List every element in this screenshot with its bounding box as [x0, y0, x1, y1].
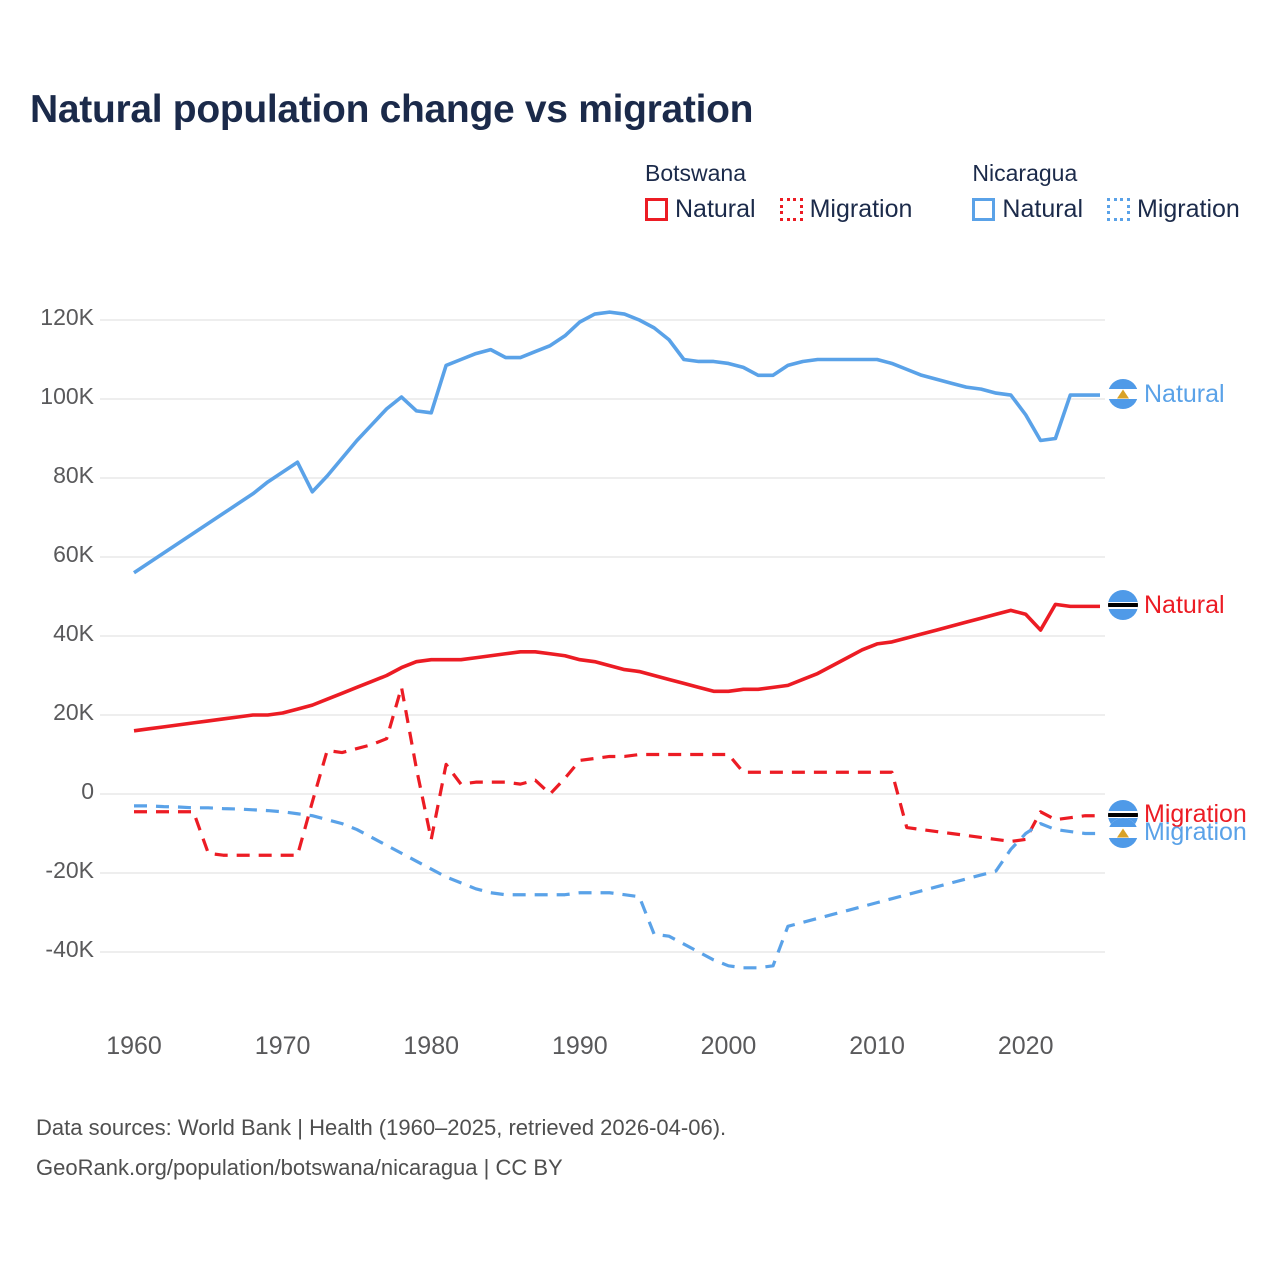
legend-item-nicaragua-migration[interactable]: Migration — [1107, 195, 1240, 224]
end-label-nicaragua-natural[interactable]: Natural — [1108, 379, 1225, 410]
legend-item-botswana-natural[interactable]: Natural — [645, 195, 756, 224]
x-tick-label: 1960 — [106, 1032, 162, 1060]
legend-swatch-solid-icon — [645, 198, 668, 221]
footer-attribution: GeoRank.org/population/botswana/nicaragu… — [36, 1155, 563, 1180]
x-tick-label: 1970 — [254, 1032, 311, 1060]
legend-swatch-dotted-icon — [1107, 198, 1131, 221]
legend-group-botswana: Botswana Natural Migration — [645, 160, 912, 224]
y-tick-label: 100K — [40, 383, 94, 409]
y-tick-label: -40K — [45, 936, 94, 962]
legend-item-label: Natural — [1002, 195, 1084, 223]
end-label-text: Natural — [1144, 590, 1225, 619]
y-tick-label: 40K — [53, 620, 94, 646]
x-tick-label: 1980 — [403, 1032, 460, 1060]
legend-item-label: Migration — [809, 195, 913, 223]
end-label-botswana-natural[interactable]: Natural — [1108, 590, 1225, 621]
legend-group-nicaragua: Nicaragua Natural Migration — [972, 160, 1240, 224]
chart-title: Natural population change vs migration — [30, 88, 754, 131]
legend-swatch-dotted-icon — [779, 198, 803, 221]
y-tick-label: -20K — [45, 857, 94, 883]
y-tick-label: 80K — [53, 462, 94, 488]
end-label-nicaragua-migration[interactable]: Migration — [1108, 817, 1247, 848]
botswana-flag-icon — [1108, 590, 1138, 621]
x-tick-label: 2010 — [849, 1032, 905, 1060]
y-tick-label: 0 — [81, 778, 94, 804]
nicaragua-flag-icon — [1108, 379, 1138, 410]
legend-country-label: Botswana — [645, 160, 747, 186]
end-label-text: Migration — [1144, 818, 1247, 846]
series-line-nicaragua-natural[interactable] — [133, 310, 1100, 575]
y-tick-label: 120K — [40, 304, 94, 330]
legend-item-botswana-migration[interactable]: Migration — [779, 195, 913, 224]
legend-item-label: Migration — [1137, 195, 1240, 223]
end-label-text: Natural — [1144, 379, 1225, 408]
x-tick-label: 2020 — [997, 1032, 1054, 1060]
y-tick-label: 20K — [53, 699, 94, 725]
y-tick-label: 60K — [53, 541, 94, 567]
end-label-text: Migration — [1144, 800, 1247, 829]
legend-item-nicaragua-natural[interactable]: Natural — [972, 195, 1083, 224]
x-tick-label: 2000 — [700, 1032, 757, 1060]
series-line-nicaragua-migration[interactable] — [134, 804, 1100, 970]
legend-swatch-solid-icon — [972, 198, 996, 221]
nicaragua-flag-icon — [1108, 817, 1138, 848]
series-line-botswana-natural[interactable] — [133, 602, 1100, 733]
chart-legend: Botswana Natural Migration Nicaragua Nat… — [645, 160, 1240, 224]
legend-country-label: Nicaragua — [972, 160, 1078, 186]
legend-item-label: Natural — [675, 195, 756, 223]
footer: Data sources: World Bank | Health (1960–… — [36, 1108, 726, 1188]
x-tick-label: 1990 — [552, 1032, 608, 1060]
footer-data-source: Data sources: World Bank | Health (1960–… — [36, 1115, 727, 1140]
